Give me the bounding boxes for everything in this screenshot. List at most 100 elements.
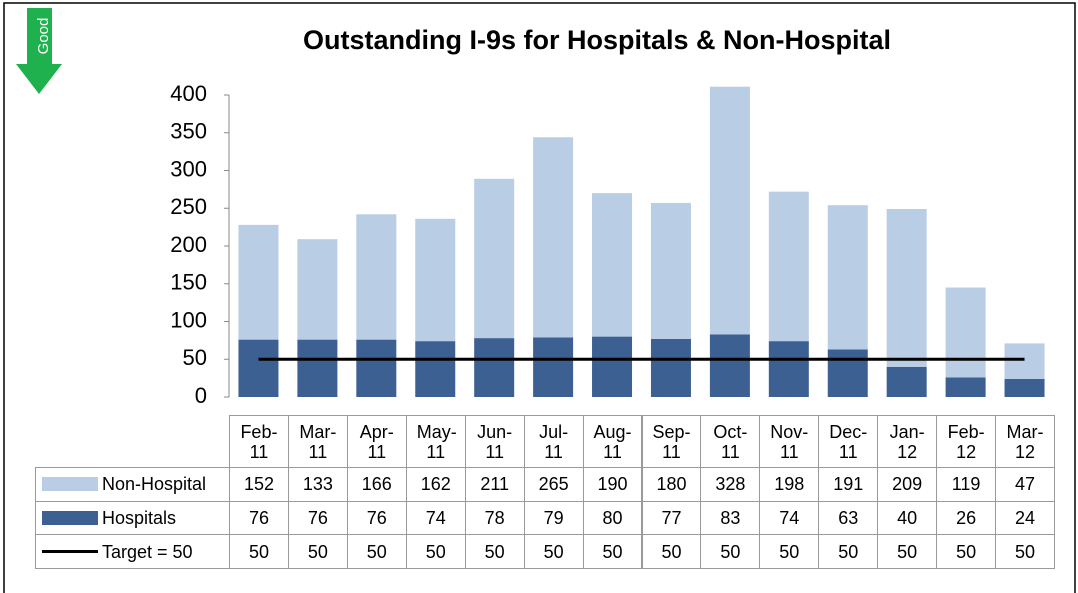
value-cell: 78 [464,500,525,536]
value-cell: 50 [346,534,407,570]
x-tick-label: Jun-11 [477,421,513,462]
legend-cell: Target = 50 [35,534,230,570]
bar [827,205,868,350]
category-cell: Jun-11 [464,415,525,468]
bar [592,193,633,337]
value-cell: 40 [877,500,938,536]
bar [474,178,515,339]
y-tick-label: 200 [170,232,207,257]
x-tick-label: Jul-11 [539,421,569,462]
x-tick-label: Dec-11 [829,421,868,462]
x-tick-label: Aug-11 [593,421,632,462]
legend-swatch [42,550,98,554]
value-cell: 50 [936,534,997,570]
y-tick-label: 400 [170,81,207,106]
bar [945,287,986,378]
value-cell: 74 [759,500,820,536]
bar [533,137,574,338]
value-cell: 162 [405,467,466,502]
bar [650,338,691,397]
bar [592,336,633,397]
category-cell: Jul-11 [523,415,584,468]
bar [1004,343,1045,379]
bar [533,337,574,397]
value-cell: 211 [464,467,525,502]
x-tick-label: Feb-12 [947,421,985,462]
x-tick-label: Feb-11 [240,421,278,462]
value-cell: 47 [995,467,1055,502]
category-cell: Mar-11 [287,415,348,468]
value-cell: 74 [405,500,466,536]
value-cell: 119 [936,467,997,502]
bar [1004,378,1045,397]
category-cell: Oct-11 [700,415,761,468]
bar [768,191,809,342]
value-cell: 50 [759,534,820,570]
value-cell: 190 [582,467,643,502]
value-cell: 152 [229,467,289,502]
value-cell: 50 [641,534,702,570]
value-cell: 79 [523,500,584,536]
x-tick-label: May-11 [416,421,457,462]
bar [945,377,986,397]
bar [297,339,338,397]
x-tick-label: Jan-12 [889,421,925,462]
legend-label: Hospitals [102,508,177,529]
category-cell: Sep-11 [641,415,702,468]
category-cell: Mar-12 [995,415,1055,468]
y-tick-label: 350 [170,119,207,144]
legend-swatch [42,511,98,526]
value-cell: 83 [700,500,761,536]
value-cell: 50 [818,534,879,570]
bar [415,218,456,342]
x-tick-label: Mar-12 [1006,421,1044,462]
bar [297,239,338,340]
category-cell: Apr-11 [346,415,407,468]
good-arrow [16,8,62,94]
y-tick-label: 50 [183,345,207,370]
value-cell: 133 [287,467,348,502]
legend-label: Target = 50 [102,541,193,562]
value-cell: 50 [405,534,466,570]
value-cell: 166 [346,467,407,502]
x-tick-label: Nov-11 [770,421,809,462]
value-cell: 24 [995,500,1055,536]
value-cell: 198 [759,467,820,502]
good-label: Good [35,18,52,55]
value-cell: 50 [582,534,643,570]
value-cell: 63 [818,500,879,536]
bar [768,341,809,397]
category-cell: Feb-11 [229,415,289,468]
value-cell: 80 [582,500,643,536]
legend-label: Non-Hospital [102,474,207,495]
category-cell: Nov-11 [759,415,820,468]
x-tick-label: Sep-11 [652,421,691,462]
bar [238,224,279,340]
value-cell: 50 [287,534,348,570]
bar [709,86,750,335]
bar [356,214,397,340]
frame [3,2,1076,593]
value-cell: 76 [287,500,348,536]
bar [827,349,868,397]
bar [474,338,515,397]
value-cell: 77 [641,500,702,536]
x-tick-label: Apr-11 [359,421,394,462]
value-cell: 26 [936,500,997,536]
y-tick-label: 150 [170,270,207,295]
x-tick-label: Oct-11 [713,421,748,462]
value-cell: 50 [464,534,525,570]
bar [356,339,397,397]
legend-swatch [42,477,98,492]
y-tick-label: 0 [195,383,207,408]
bar [650,202,691,339]
value-cell: 209 [877,467,938,502]
bar [238,339,279,397]
legend-cell: Non-Hospital [35,467,230,502]
category-cell: Feb-12 [936,415,997,468]
y-tick-label: 250 [170,194,207,219]
y-tick-label: 300 [170,156,207,181]
bar [886,209,927,367]
value-cell: 76 [229,500,289,536]
